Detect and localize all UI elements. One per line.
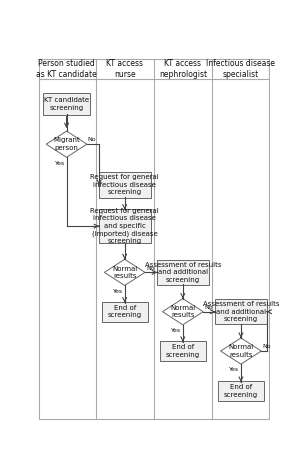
- FancyBboxPatch shape: [44, 93, 90, 115]
- Text: Normal
results: Normal results: [228, 344, 254, 358]
- Polygon shape: [104, 259, 145, 286]
- Text: Yes: Yes: [55, 161, 65, 166]
- FancyBboxPatch shape: [157, 260, 209, 285]
- Polygon shape: [163, 298, 203, 325]
- Text: Normal
results: Normal results: [170, 305, 195, 318]
- Text: Yes: Yes: [113, 289, 123, 294]
- Text: Person studied
as KT candidate: Person studied as KT candidate: [36, 59, 97, 79]
- FancyBboxPatch shape: [218, 381, 264, 401]
- Text: KT access
nephrologist: KT access nephrologist: [159, 59, 207, 79]
- Text: End of
screening: End of screening: [224, 385, 258, 398]
- Text: End of
screening: End of screening: [108, 305, 142, 318]
- Text: Normal
results: Normal results: [112, 266, 137, 279]
- Text: No: No: [205, 305, 213, 310]
- FancyBboxPatch shape: [99, 209, 151, 243]
- Text: Request for general
infectious disease
and specific
(imported) disease
screening: Request for general infectious disease a…: [90, 208, 159, 245]
- Text: End of
screening: End of screening: [166, 344, 200, 358]
- FancyBboxPatch shape: [102, 302, 148, 322]
- Text: Yes: Yes: [171, 328, 182, 333]
- Text: Request for general
infectious disease
screening: Request for general infectious disease s…: [90, 175, 159, 195]
- FancyBboxPatch shape: [160, 341, 206, 361]
- Text: Assessment of results
and additional
screening: Assessment of results and additional scr…: [203, 301, 279, 322]
- FancyBboxPatch shape: [99, 172, 151, 198]
- Text: Migrant
person: Migrant person: [53, 138, 80, 151]
- FancyBboxPatch shape: [215, 299, 267, 324]
- Polygon shape: [220, 338, 261, 364]
- Text: No: No: [262, 344, 271, 349]
- Text: Infectious disease
specialist: Infectious disease specialist: [206, 59, 275, 79]
- Polygon shape: [46, 131, 87, 158]
- Text: Assessment of results
and additional
screening: Assessment of results and additional scr…: [145, 262, 221, 283]
- Text: No: No: [87, 137, 96, 142]
- Text: No: No: [146, 265, 155, 271]
- FancyBboxPatch shape: [39, 59, 269, 419]
- Text: KT access
nurse: KT access nurse: [106, 59, 143, 79]
- Text: KT candidate
screening: KT candidate screening: [44, 97, 89, 111]
- Text: Yes: Yes: [230, 368, 239, 372]
